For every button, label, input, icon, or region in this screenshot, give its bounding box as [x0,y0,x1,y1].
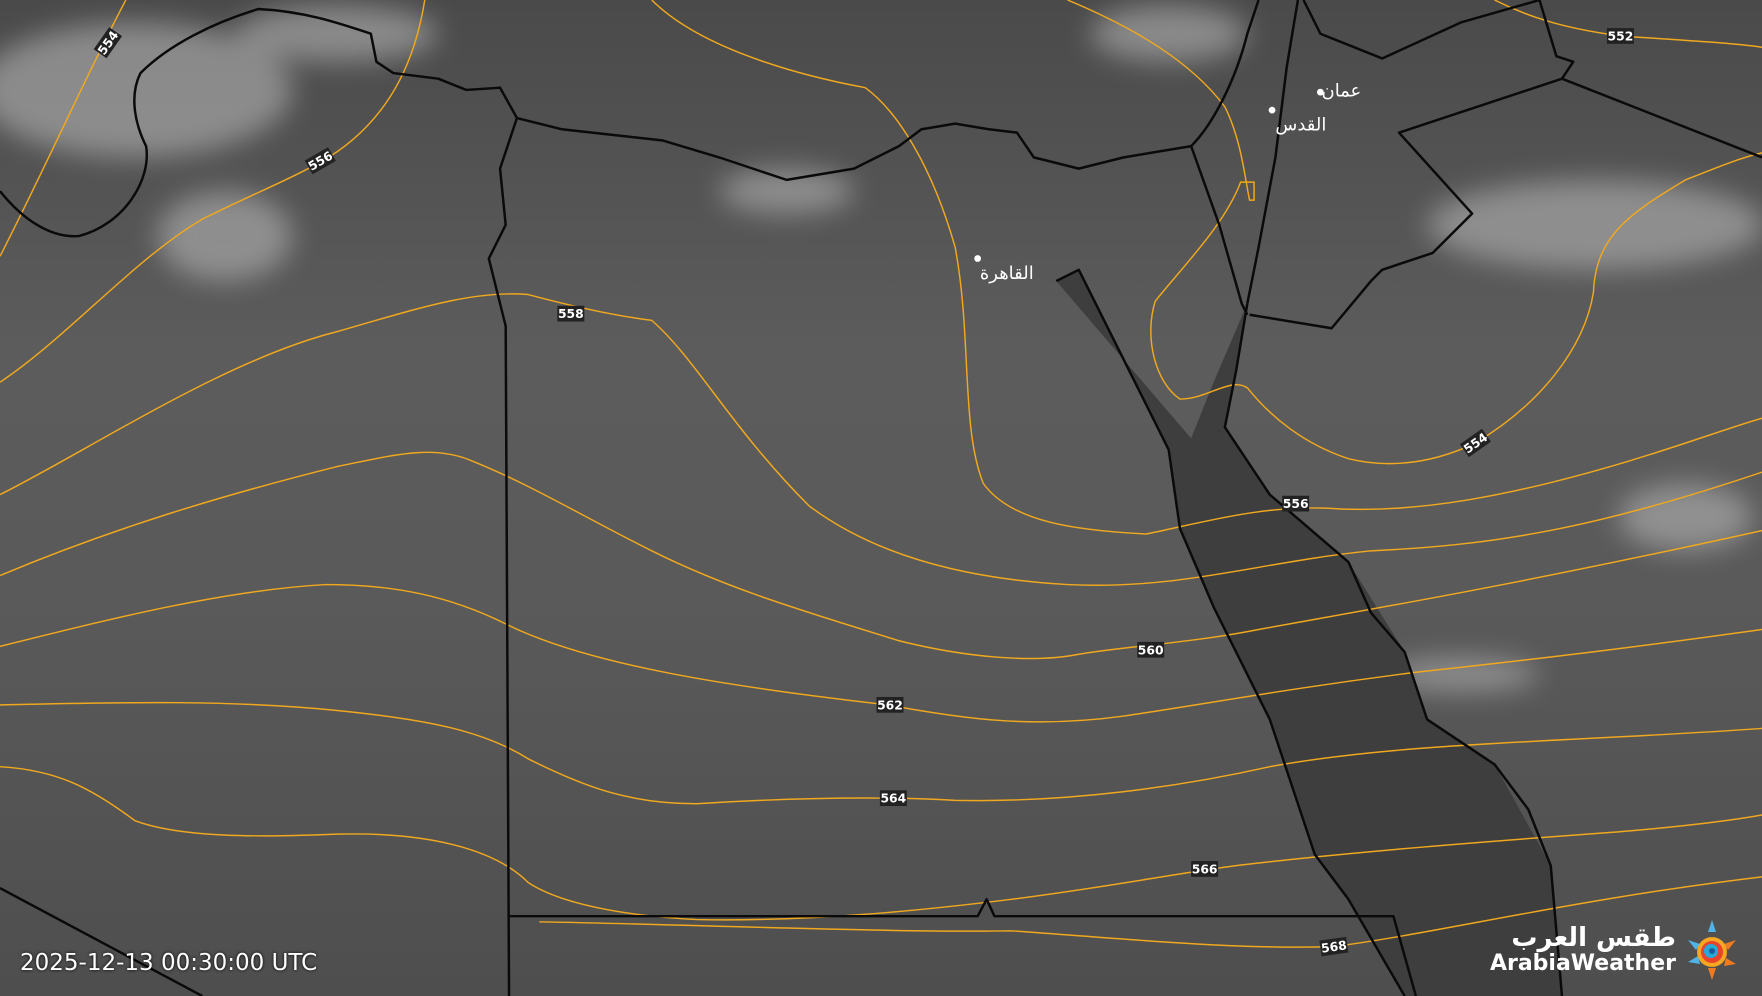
contour-label: 562 [877,698,903,712]
city-jerusalem-label: القدس [1275,114,1326,135]
logo-arabic: طقس العرب [1511,922,1676,953]
city-marker [974,255,982,262]
contour-lines [0,0,1762,948]
city-marker [1268,106,1276,114]
sun-logo-icon [1688,920,1736,980]
clouds [0,5,1762,692]
contour-label: 560 [1138,643,1164,657]
city-marker [1317,88,1324,96]
city-amman-label: عمان [1322,81,1362,102]
timestamp: 2025-12-13 00:30:00 UTC [20,950,318,976]
contour-label: 558 [558,307,584,321]
cities: القاهرة القدس عمان [974,81,1361,284]
logo-english: ArabiaWeather [1489,951,1676,977]
city-cairo-label: القاهرة [980,263,1034,284]
contour-label: 564 [880,792,906,806]
contour-label: 566 [1192,862,1218,876]
contour-label: 552 [1608,29,1634,43]
contour-label: 554 [1461,430,1490,457]
contour-labels: 554 556 558 560 562 564 566 568 552 554 … [93,27,1634,957]
arabiaweather-logo: طقس العرب ArabiaWeather [1490,918,1742,982]
red-sea [1056,269,1562,996]
contour-label: 556 [1283,497,1309,511]
contour-label: 568 [1320,938,1348,955]
